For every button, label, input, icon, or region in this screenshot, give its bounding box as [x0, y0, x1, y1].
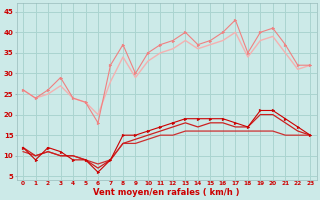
X-axis label: Vent moyen/en rafales ( km/h ): Vent moyen/en rafales ( km/h ): [93, 188, 240, 197]
